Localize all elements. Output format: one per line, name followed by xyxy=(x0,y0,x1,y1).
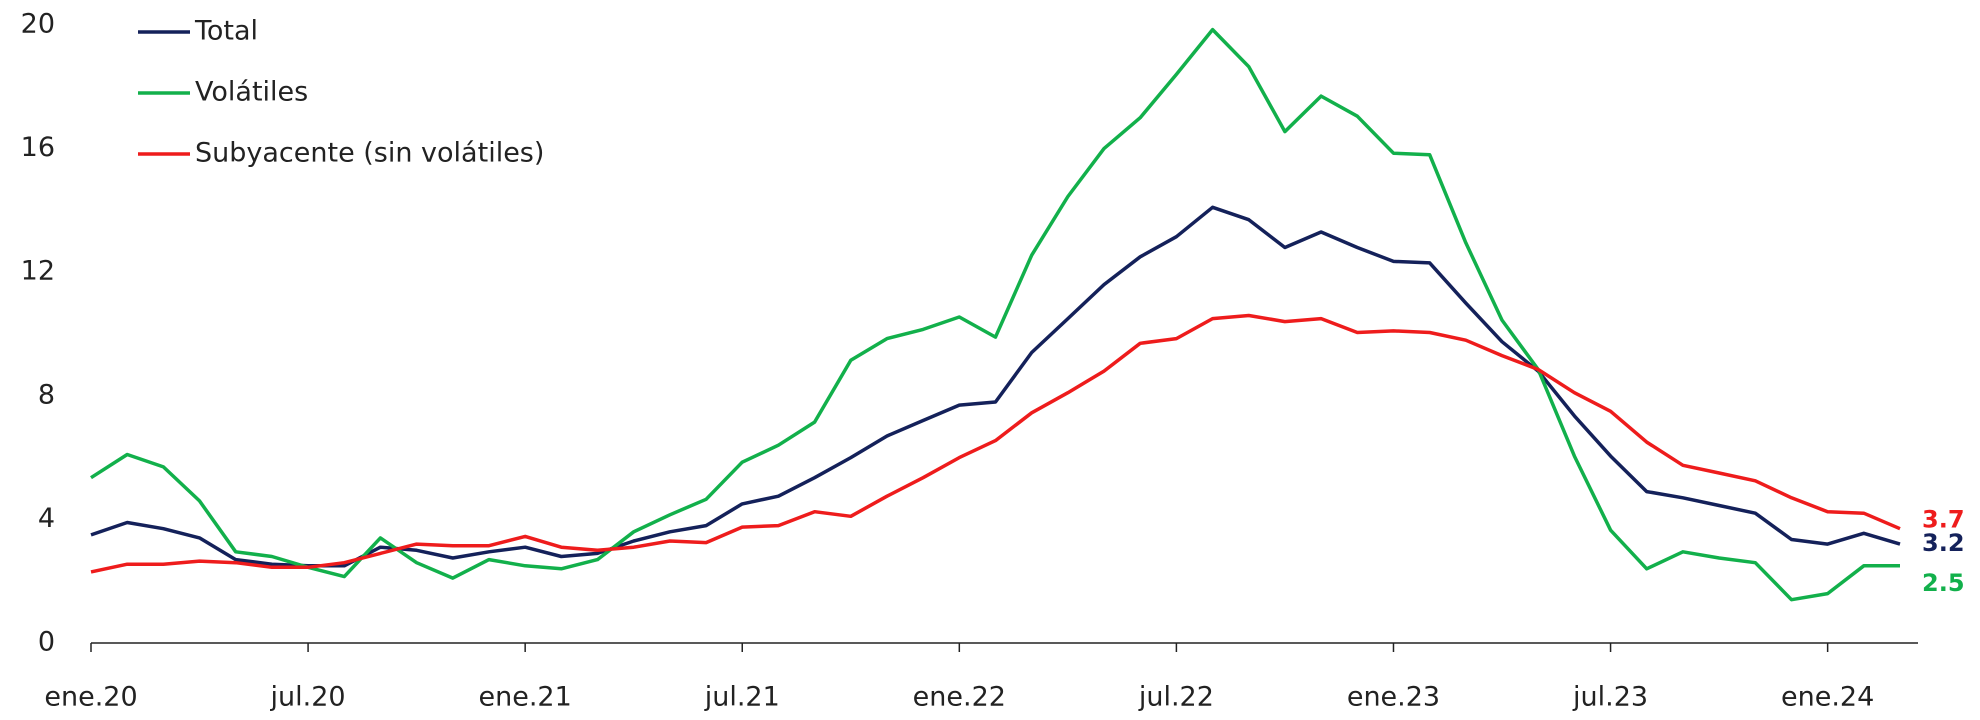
end-label: 3.2 xyxy=(1922,529,1965,557)
x-tick-label: ene.24 xyxy=(1781,682,1874,713)
x-tick-label: ene.20 xyxy=(44,682,137,713)
x-tick-label: jul.20 xyxy=(270,682,346,713)
series-line xyxy=(90,313,1901,574)
x-tick-label: ene.23 xyxy=(1347,682,1440,713)
x-tick-label: jul.23 xyxy=(1572,682,1648,713)
y-tick-label: 4 xyxy=(38,503,55,534)
x-tick-label: ene.22 xyxy=(913,682,1006,713)
y-tick-label: 20 xyxy=(21,9,55,40)
x-tick-label: ene.21 xyxy=(479,682,572,713)
series-line xyxy=(90,27,1900,602)
legend-label: Volátiles xyxy=(195,77,308,108)
y-tick-label: 8 xyxy=(38,379,55,410)
series-line xyxy=(90,205,1901,568)
x-tick-label: jul.22 xyxy=(1138,682,1214,713)
x-tick-label: jul.21 xyxy=(704,682,780,713)
y-tick-label: 16 xyxy=(21,132,55,163)
legend-label: Subyacente (sin volátiles) xyxy=(195,138,544,169)
end-label: 2.5 xyxy=(1922,569,1965,597)
end-label: 3.7 xyxy=(1922,506,1965,534)
legend-label: Total xyxy=(194,16,258,47)
y-tick-label: 12 xyxy=(21,256,55,287)
y-tick-label: 0 xyxy=(38,627,55,658)
